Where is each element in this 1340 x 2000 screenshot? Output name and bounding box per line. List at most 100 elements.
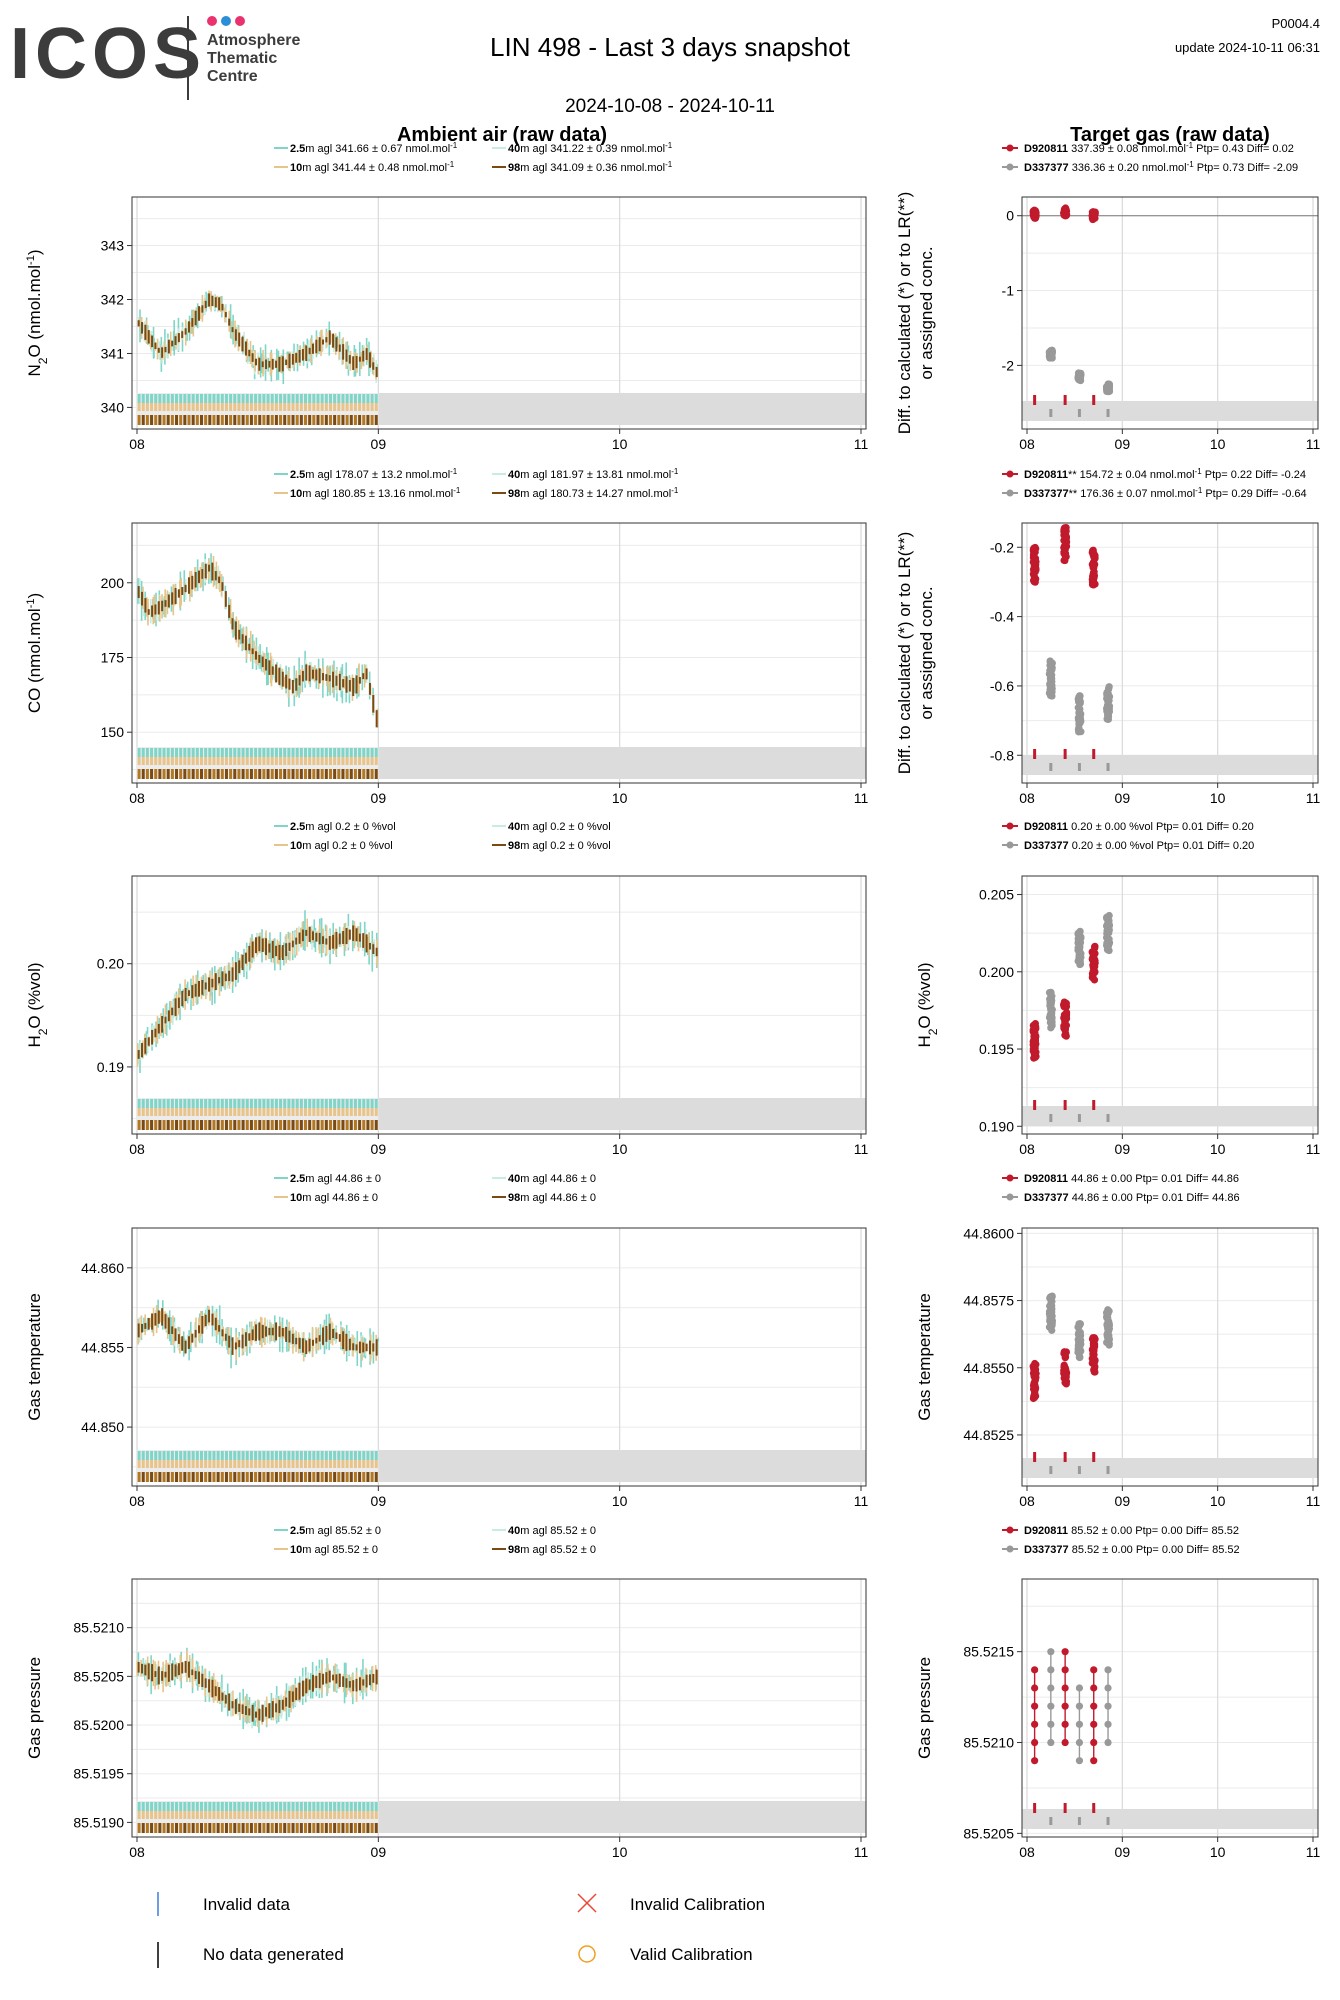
status-tick [216,1108,220,1116]
status-tick [254,1099,258,1108]
status-tick [195,748,199,757]
status-tick [224,1451,228,1460]
no-data-band [378,747,866,779]
status-tick [137,1460,141,1468]
status-tick [353,757,357,765]
status-tick [295,1811,299,1819]
status-tick [337,1811,341,1819]
status-tick [328,1451,332,1460]
target-point [1061,1738,1069,1747]
status-tick [353,1108,357,1116]
status-tick [266,1108,270,1116]
status-tick [366,1460,370,1468]
status-tick [291,415,295,425]
status-tick [362,1451,366,1460]
status-tick [254,769,258,779]
status-tick [183,394,187,403]
logo-subtitle-line: Thematic [207,50,278,67]
status-tick [208,1811,212,1819]
status-tick [199,757,203,765]
status-tick [337,757,341,765]
status-tick [249,1811,253,1819]
status-tick [304,1472,308,1482]
status-tick [291,1108,295,1116]
status-tick [270,1802,274,1811]
y-tick-label: 341 [101,345,125,361]
plot-area [1022,1579,1318,1837]
status-tick [233,748,237,757]
legend-entry: 40m agl 0.2 ± 0 %vol [508,821,611,833]
status-tick [333,769,337,779]
status-tick [283,1099,287,1108]
status-tick [170,1811,174,1819]
status-tick [333,1451,337,1460]
status-tick [158,1823,162,1833]
status-tick [349,1451,353,1460]
legend-entry: 10m agl 0.2 ± 0 %vol [290,840,393,852]
x-tick-label: 11 [854,1493,869,1509]
legend-entry: 40m agl 85.52 ± 0 [508,1525,596,1537]
status-tick [312,394,316,403]
status-tick [166,1802,170,1811]
x-tick-label: 09 [371,790,387,806]
legend-marker [1006,1193,1014,1201]
status-tick [220,1802,224,1811]
status-tick [170,415,174,425]
status-tick [233,1472,237,1482]
legend-entry: 10m agl 85.52 ± 0 [290,1544,378,1556]
status-tick [341,757,345,765]
status-tick [1033,395,1037,405]
status-tick [224,1099,228,1108]
status-tick [295,1823,299,1833]
status-tick [224,1802,228,1811]
status-tick [279,1811,283,1819]
status-tick [216,1460,220,1468]
y-tick-label: 0.200 [979,964,1014,980]
status-tick [274,1451,278,1460]
status-tick [229,1802,233,1811]
status-tick [370,748,374,757]
target-point [1091,968,1099,976]
status-tick [345,1460,349,1468]
status-tick [1033,1452,1037,1462]
status-tick [258,1099,262,1108]
status-tick [254,1811,258,1819]
status-tick [195,1811,199,1819]
status-tick [266,403,270,411]
status-tick [370,757,374,765]
status-tick [187,757,191,765]
target-chart: 08 09 10 11 -0.2 -0.4 -0.6 -0.8 D920811** 154.72… [895,467,1320,807]
status-tick [145,1108,149,1116]
status-tick [1077,1466,1081,1474]
status-tick [216,1451,220,1460]
status-tick [262,1823,266,1833]
status-tick [374,403,378,411]
status-tick [266,1802,270,1811]
status-tick [308,403,312,411]
status-tick [187,394,191,403]
status-tick [141,1108,145,1116]
status-tick [195,1451,199,1460]
status-tick [1092,1452,1096,1462]
y-tick-label: -0.2 [990,539,1014,555]
status-tick [245,403,249,411]
status-tick [312,415,316,425]
status-tick [370,1108,374,1116]
status-tick [320,1811,324,1819]
target-point [1062,1021,1070,1029]
status-tick [137,1811,141,1819]
x-tick-label: 10 [612,790,628,806]
target-point [1030,1390,1039,1398]
x-tick-label: 08 [129,790,145,806]
status-tick [320,1120,324,1130]
status-tick [183,748,187,757]
status-tick [274,1823,278,1833]
target-point [1047,684,1055,692]
status-tick [287,403,291,411]
target-point [1061,1648,1069,1656]
footer-label: Invalid Calibration [630,1895,765,1914]
status-tick [333,1460,337,1468]
status-tick [137,394,141,403]
status-tick [212,1108,216,1116]
status-tick [145,1823,149,1833]
